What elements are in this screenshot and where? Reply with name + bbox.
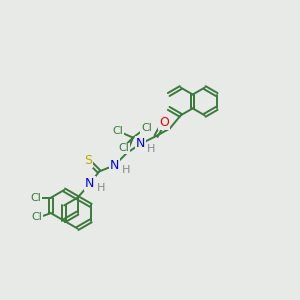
Text: Cl: Cl [141, 123, 152, 134]
Text: H: H [147, 144, 156, 154]
Text: Cl: Cl [112, 127, 123, 136]
Text: N: N [110, 159, 119, 172]
Text: Cl: Cl [118, 143, 129, 153]
Text: H: H [97, 183, 106, 193]
Text: Cl: Cl [32, 212, 42, 222]
Text: O: O [159, 116, 169, 129]
Text: H: H [122, 165, 130, 175]
Text: N: N [85, 177, 94, 190]
Text: Cl: Cl [30, 193, 41, 203]
Text: S: S [84, 154, 92, 167]
Text: N: N [136, 137, 145, 150]
